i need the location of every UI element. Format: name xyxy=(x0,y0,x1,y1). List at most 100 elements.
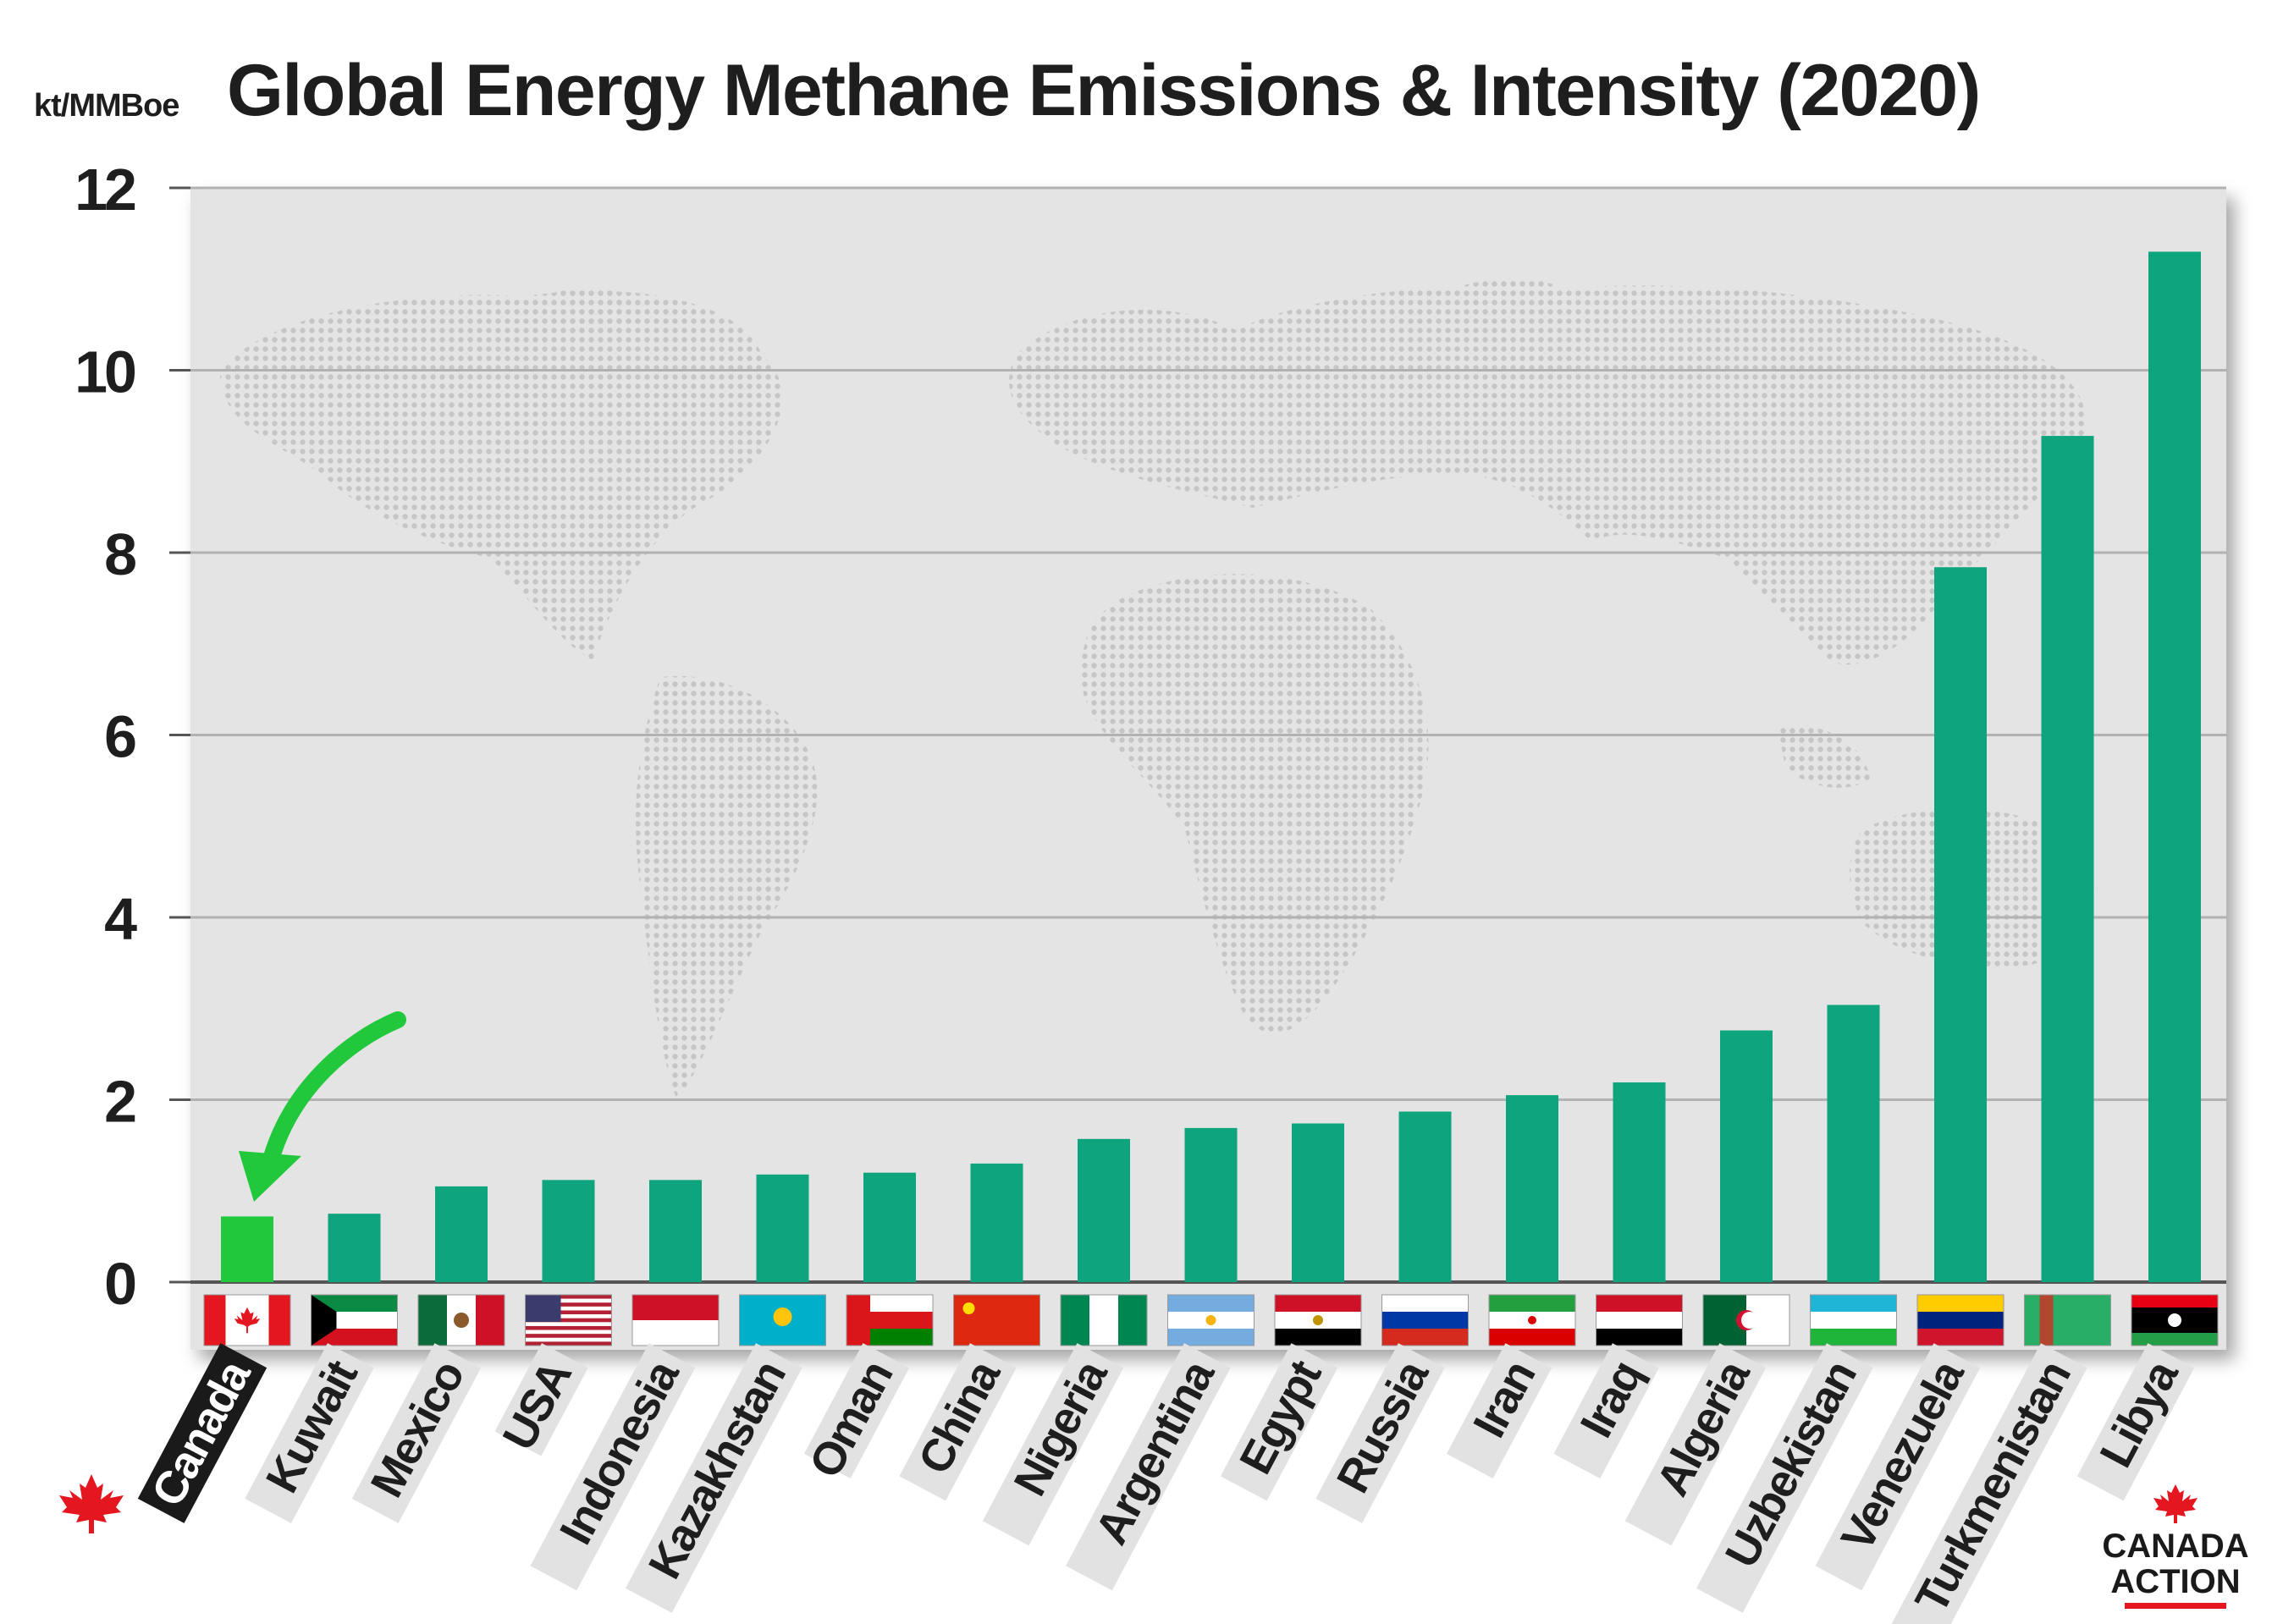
x-label-background xyxy=(2076,1343,2195,1501)
x-label-background xyxy=(1315,1343,1445,1523)
x-tick-label: Kuwait xyxy=(256,1352,367,1501)
y-tick-label: 8 xyxy=(104,521,135,587)
arrow-head xyxy=(239,1151,301,1202)
y-tick-label: 10 xyxy=(74,339,135,405)
bar-china xyxy=(970,1163,1023,1282)
bar-kazakhstan xyxy=(756,1174,809,1282)
bar-indonesia xyxy=(649,1180,702,1282)
x-tick-label: China xyxy=(909,1351,1011,1482)
map-landmass-8 xyxy=(1456,278,1574,311)
logo-line-2: ACTION xyxy=(2110,1563,2241,1600)
x-label-background xyxy=(1886,1343,2087,1624)
canada-action-logo: CANADA ACTION xyxy=(2091,1483,2260,1609)
bar-libya xyxy=(2148,251,2201,1282)
bar-kuwait xyxy=(328,1214,381,1282)
y-tick-label: 6 xyxy=(104,704,135,770)
kazakhstan-flag-icon xyxy=(739,1294,826,1346)
x-label-tag-oman: Oman xyxy=(800,1343,910,1486)
bar-oman xyxy=(863,1172,916,1282)
y-tick-label: 12 xyxy=(74,157,135,223)
y-tick-label: 2 xyxy=(104,1069,135,1135)
bar-argentina xyxy=(1184,1127,1238,1282)
map-landmass-3 xyxy=(636,675,818,1100)
bar-usa xyxy=(542,1180,595,1282)
bar-canada xyxy=(221,1216,273,1282)
iran-flag-icon xyxy=(1488,1294,1576,1346)
world-map-background xyxy=(220,278,2098,1100)
maple-leaf-icon xyxy=(59,1474,124,1533)
map-landmass-2 xyxy=(542,288,643,336)
algeria-flag-icon xyxy=(1702,1294,1790,1346)
x-label-background xyxy=(1066,1343,1231,1591)
x-label-background xyxy=(1446,1343,1552,1478)
map-landmass-1 xyxy=(220,290,783,660)
flag-strip xyxy=(203,1294,2219,1346)
y-tick-label: 4 xyxy=(104,886,137,952)
x-label-tag-china: China xyxy=(899,1343,1017,1501)
indonesia-flag-icon xyxy=(631,1294,720,1346)
x-label-tag-iran: Iran xyxy=(1446,1343,1552,1478)
bar-russia xyxy=(1398,1111,1452,1282)
x-tick-label: Algeria xyxy=(1646,1351,1760,1504)
x-label-background xyxy=(530,1343,696,1591)
bar-iraq xyxy=(1613,1082,1666,1282)
bar-egypt xyxy=(1292,1123,1344,1282)
x-label-background xyxy=(1553,1343,1659,1478)
x-label-background xyxy=(803,1343,910,1478)
argentina-flag-icon xyxy=(1167,1294,1255,1346)
venezuela-flag-icon xyxy=(1916,1294,2004,1346)
gridlines xyxy=(169,186,2226,1284)
bar-uzbekistan xyxy=(1827,1005,1880,1282)
x-tick-label: Russia xyxy=(1327,1351,1439,1501)
x-tick-label: Egypt xyxy=(1230,1352,1332,1483)
y-axis-unit-label: kt/MMBoe xyxy=(34,88,179,124)
x-label-tag-iraq: Iraq xyxy=(1553,1343,1659,1478)
x-label-background xyxy=(245,1343,374,1523)
turkmenistan-flag-icon xyxy=(2024,1294,2111,1346)
bar-venezuela xyxy=(1934,567,1987,1282)
maple-leaf-shape xyxy=(59,1474,124,1533)
bar-nigeria xyxy=(1078,1138,1130,1282)
x-label-tag-libya: Libya xyxy=(2076,1343,2195,1501)
x-tick-label: Mexico xyxy=(361,1354,474,1506)
x-tick-label: Oman xyxy=(800,1354,902,1486)
china-flag-icon xyxy=(953,1294,1040,1346)
x-label-background xyxy=(982,1343,1124,1546)
x-label-background xyxy=(899,1343,1017,1501)
x-label-background xyxy=(1696,1343,1873,1613)
arrow-icon xyxy=(239,1011,406,1202)
logo-maple-leaf-icon xyxy=(2153,1484,2197,1523)
mexico-flag-icon xyxy=(417,1294,505,1346)
y-axis-ticks: 0 2 4 6 8 10 12 xyxy=(74,157,141,1317)
oman-flag-icon xyxy=(846,1294,934,1346)
logo-line-1: CANADA xyxy=(2102,1528,2249,1565)
bar-algeria xyxy=(1720,1030,1773,1282)
bar-turkmenistan xyxy=(2041,436,2094,1282)
russia-flag-icon xyxy=(1381,1294,1469,1346)
arrow-shaft xyxy=(261,1011,406,1175)
y-tick-label: 0 xyxy=(104,1251,135,1317)
uzbekistan-flag-icon xyxy=(1810,1294,1897,1346)
x-label-background xyxy=(351,1343,482,1523)
bar-iran xyxy=(1506,1095,1558,1282)
x-label-background xyxy=(625,1343,802,1613)
usa-flag-icon xyxy=(525,1294,612,1346)
x-label-background xyxy=(494,1343,588,1456)
x-label-tag-usa: USA xyxy=(494,1343,588,1458)
kuwait-flag-icon xyxy=(311,1294,398,1346)
egypt-flag-icon xyxy=(1274,1294,1362,1346)
chart-title: Global Energy Methane Emissions & Intens… xyxy=(227,50,1981,131)
x-tick-label: Nigeria xyxy=(1004,1351,1117,1504)
nigeria-flag-icon xyxy=(1060,1294,1148,1346)
iraq-flag-icon xyxy=(1596,1294,1683,1346)
bars xyxy=(221,251,2201,1282)
bar-mexico xyxy=(435,1186,488,1282)
x-label-background xyxy=(1220,1343,1338,1501)
map-landmass-4 xyxy=(1009,285,2086,665)
x-label-background xyxy=(1624,1343,1767,1546)
x-label-tag-egypt: Egypt xyxy=(1220,1343,1338,1501)
libya-flag-icon xyxy=(2131,1294,2219,1346)
x-label-background xyxy=(137,1343,267,1523)
